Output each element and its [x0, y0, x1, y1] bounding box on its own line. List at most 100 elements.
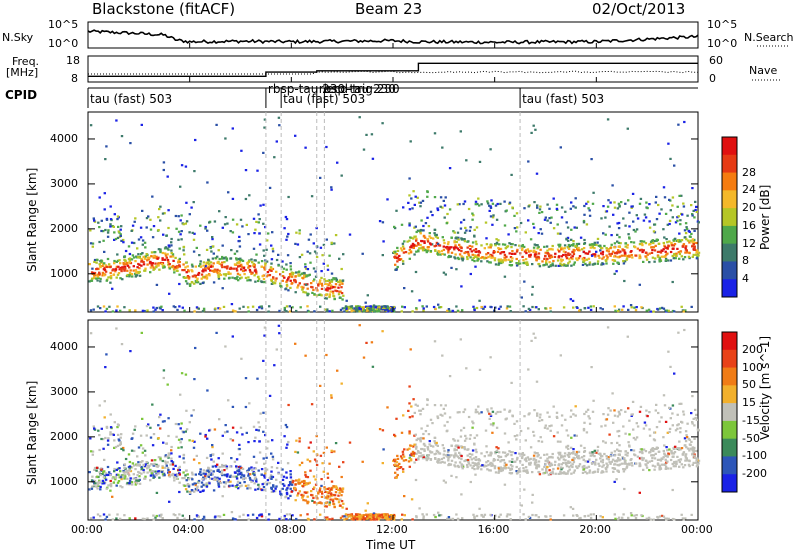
power-cell [224, 274, 227, 277]
power-cell [187, 277, 191, 280]
power-cell [310, 282, 313, 285]
power-cell [104, 270, 108, 273]
power-cell [508, 305, 512, 308]
velocity-cell [319, 454, 323, 457]
power-cell [180, 164, 184, 167]
velocity-cell [326, 491, 329, 494]
power-cell [118, 259, 121, 262]
velocity-cell [671, 452, 674, 455]
power-cell [582, 247, 586, 250]
power-cell [541, 260, 544, 263]
power-cell [413, 226, 416, 229]
velocity-cell [662, 456, 665, 459]
velocity-cell [582, 455, 586, 458]
power-cell [682, 202, 685, 205]
velocity-cell [543, 465, 546, 468]
power-cell [243, 273, 246, 276]
velocity-cell [120, 433, 123, 436]
velocity-cell [152, 514, 155, 517]
velocity-cell [570, 409, 573, 412]
velocity-cell [668, 427, 672, 430]
velocity-cell [116, 423, 120, 426]
power-cell [167, 209, 170, 212]
velocity-cell [307, 446, 311, 449]
velocity-cell [284, 423, 288, 427]
power-cell [287, 289, 290, 292]
power-cell [644, 255, 647, 258]
velocity-cell [149, 426, 152, 429]
power-cell [224, 256, 227, 259]
power-cell [364, 301, 367, 304]
power-cell [503, 256, 506, 259]
power-cell [429, 210, 433, 213]
power-cell [419, 201, 423, 204]
power-cell [488, 204, 491, 207]
power-cell [513, 252, 516, 255]
power-cell [411, 310, 414, 313]
velocity-cell [123, 466, 126, 469]
velocity-cell [256, 377, 259, 380]
power-cell [253, 232, 256, 235]
velocity-cell [682, 410, 685, 413]
power-cell [418, 299, 421, 302]
velocity-cell [247, 484, 250, 487]
velocity-cell [154, 470, 157, 473]
power-cell [281, 275, 285, 278]
velocity-cell [229, 438, 232, 441]
velocity-cell [625, 466, 628, 469]
power-cell [586, 252, 590, 255]
power-cell [328, 310, 331, 313]
velocity-cell [224, 482, 227, 485]
velocity-cell [258, 426, 261, 429]
power-cell [450, 251, 454, 254]
velocity-cell [131, 432, 135, 435]
power-cell [695, 241, 698, 245]
velocity-cell [205, 482, 208, 485]
power-cell [515, 264, 519, 267]
velocity-cell [439, 461, 442, 464]
velocity-cell [211, 473, 214, 476]
velocity-cell [648, 428, 651, 431]
power-cell [503, 253, 507, 256]
velocity-cell [478, 368, 482, 371]
velocity-cell [175, 477, 179, 480]
power-cell [399, 247, 403, 250]
power-cell [653, 249, 657, 252]
velocity-cell [655, 403, 658, 406]
velocity-cell [573, 469, 576, 472]
power-cell [136, 274, 139, 277]
velocity-cell [328, 501, 331, 504]
velocity-cell [436, 450, 440, 453]
power-cell [163, 252, 167, 255]
power-cell [138, 263, 141, 266]
velocity-cell [672, 452, 676, 455]
velocity-cell [164, 462, 168, 465]
xaxis-label: Time UT [366, 538, 416, 552]
power-cell [534, 251, 538, 254]
velocity-cell [218, 418, 221, 421]
power-cell [648, 252, 651, 255]
power-cell [186, 275, 190, 278]
velocity-cell [354, 517, 357, 520]
velocity-cell [539, 456, 542, 459]
power-cell [263, 126, 266, 129]
velocity-cell [583, 515, 587, 518]
power-cell [408, 248, 411, 252]
power-cell [231, 309, 235, 312]
power-cell [604, 216, 607, 219]
velocity-cell [532, 434, 536, 437]
power-cell [581, 263, 585, 266]
velocity-cell [332, 485, 335, 488]
power-cell [150, 255, 153, 258]
power-cell [569, 298, 572, 301]
velocity-cell [281, 483, 285, 486]
power-cell [617, 308, 621, 311]
power-cell [633, 306, 636, 309]
velocity-cell [523, 453, 526, 456]
power-cell [340, 267, 343, 271]
velocity-cell [178, 455, 181, 458]
velocity-cell [327, 491, 330, 495]
velocity-cell [492, 422, 495, 425]
velocity-cell [115, 327, 118, 330]
power-cell [535, 306, 538, 309]
